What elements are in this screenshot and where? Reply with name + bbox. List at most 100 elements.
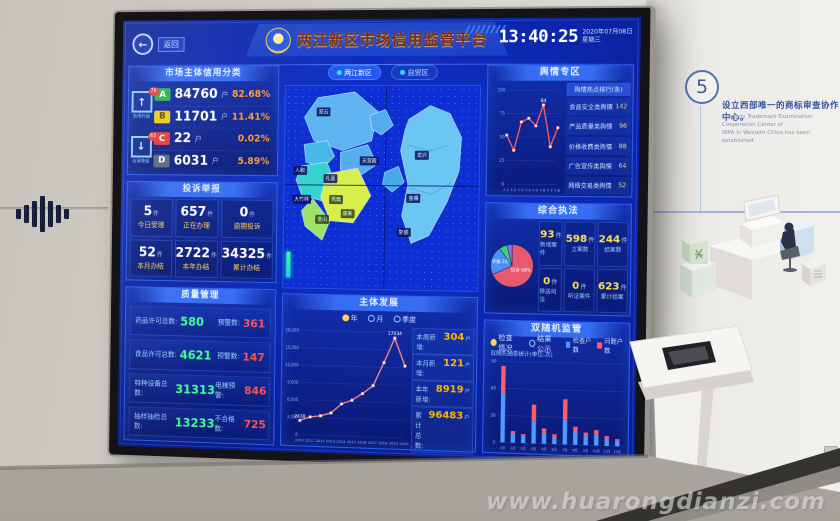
radio-dot-icon [490, 338, 497, 347]
quality-warn-value: 147 [242, 350, 265, 364]
svg-text:50: 50 [499, 134, 505, 139]
stat-label: 正在办理 [183, 221, 210, 231]
stat-value: 52 [138, 245, 156, 261]
stat-unit: 件 [156, 251, 163, 259]
quality-value: 13233 [174, 415, 215, 431]
stat-label: 累计总数: [414, 411, 424, 450]
clock-date: 2020年07月08日 [582, 28, 633, 36]
svg-text:0: 0 [493, 439, 496, 444]
quality-value: 31313 [175, 381, 216, 397]
map-tab-两江新区[interactable]: 两江新区 [327, 64, 381, 81]
svg-text:0: 0 [295, 432, 298, 437]
clock-time: 13:40:25 [498, 26, 579, 48]
svg-text:75: 75 [500, 111, 506, 116]
radio-dot-icon [341, 314, 349, 322]
radio-dot-icon [529, 339, 536, 347]
milestone-en-line1: The only Trademark Examination Cooperati… [722, 114, 813, 128]
sentiment-list-item: 广告宣传类舆情 64 [565, 156, 630, 175]
stat-value: 8919 [435, 383, 464, 396]
quality-row: 药品许可总数: 580 预警数: 361 [129, 305, 272, 339]
random-bar-chart: 0 30 60 90 1月 2月 3月 4月 5月 6月 7月 8月 9月 10月 11月 12月 [485, 357, 627, 459]
stat-unit: 户 [464, 362, 471, 369]
back-button[interactable]: ← 返回 [132, 33, 185, 55]
svg-text:7-2: 7-2 [510, 188, 516, 192]
quality-label: 药品许可总数: [135, 316, 178, 326]
svg-text:7月: 7月 [562, 448, 567, 452]
quality-label: 特种设备总数: [134, 378, 168, 397]
svg-text:7-4: 7-4 [525, 188, 532, 192]
radio-dot-icon [367, 314, 375, 323]
svg-text:2010: 2010 [295, 438, 304, 442]
map-shapes [283, 86, 480, 264]
map-tab-自贸区[interactable]: 自贸区 [390, 64, 438, 80]
svg-text:7-6: 7-6 [539, 188, 546, 192]
svg-text:8月: 8月 [572, 448, 577, 452]
stat-cell: 0 件移送司法 [538, 267, 563, 312]
upgrade-badge: 76 [148, 87, 159, 97]
svg-text:30: 30 [490, 412, 496, 417]
district-label: 复盛 [396, 227, 411, 238]
soundwave-icon [16, 194, 69, 234]
stat-label: 听证案件 [567, 293, 591, 301]
svg-text:2020: 2020 [399, 442, 408, 446]
random_check-svg: 0 30 60 90 1月 2月 3月 4月 5月 6月 7月 8月 9月 10月 11月 12月 [490, 358, 627, 454]
development-stat: 本年新增: 8919 户 [411, 380, 474, 409]
stat-unit: 件 [620, 284, 627, 292]
svg-text:90: 90 [491, 358, 497, 363]
page-title: 两江新区市场信用监管平台 [297, 30, 488, 50]
option-月[interactable]: 月 [367, 313, 383, 323]
stat-value: 93 [540, 229, 555, 241]
svg-text:3月: 3月 [520, 447, 525, 451]
option-季度[interactable]: 季度 [393, 314, 416, 325]
sentiment-list-item: 价格收费类舆情 88 [565, 137, 630, 156]
item-name: 食品安全类舆情 [569, 104, 613, 112]
stat-cell: 93 件新增案件 [538, 221, 563, 266]
stat-cell: 34325 件累计办结 [220, 240, 274, 280]
svg-text:4月: 4月 [531, 447, 536, 451]
stat-unit: 件 [207, 211, 214, 219]
quality-row: 特种设备总数: 31313 电梯预警: 846 [128, 372, 271, 407]
stat-label: 本月办结 [137, 261, 164, 271]
dashboard-header: ← 返回 两江新区市场信用监管平台 13:40:25 2020年07月08日 星… [123, 17, 641, 66]
stat-label: 本年办结 [182, 262, 210, 271]
stat-unit: 户 [465, 336, 471, 343]
district-label: 龙兴 [414, 150, 430, 160]
svg-text:举报 22%: 举报 22% [492, 258, 512, 266]
right-column: 舆情专区 0 25 50 75 100 7-1 7-2 7-3 7-4 7-5 7-6 7-7 7-8 8… [481, 64, 635, 459]
stat-label: 本周新增: [416, 333, 436, 352]
quality-rows: 药品许可总数: 580 预警数: 361 食品许可总数: 4621 预警数: 147 特种设备总… [126, 304, 273, 443]
timeline-connector [700, 106, 701, 211]
svg-text:84: 84 [541, 98, 547, 104]
svg-text:60: 60 [491, 385, 497, 390]
district-map: 翠云 天宫殿 人和 礼嘉 大竹林 鸳鸯 金山 康美 龙兴 鱼嘴 复盛 [282, 84, 482, 293]
case_pie-svg: 投诉 68%举报 22% [487, 220, 537, 311]
svg-text:9,000: 9,000 [287, 379, 299, 384]
credit-row: D 6031 户 5.89% [153, 150, 274, 172]
district-label: 人和 [293, 166, 307, 176]
stat-value: 5 [143, 204, 153, 220]
svg-text:6月: 6月 [552, 448, 557, 452]
left-column: 市场主体信用分类 76 ↑ 信用升级 63 ↓ [123, 65, 280, 446]
stat-unit: 户 [464, 388, 470, 395]
credit-unit: 户 [194, 135, 202, 143]
stat-label: 本年新增: [415, 385, 431, 404]
credit-row: B 11701 户 11.41% [154, 106, 274, 129]
svg-text:5月: 5月 [541, 447, 546, 451]
option-年[interactable]: 年 [341, 313, 358, 323]
svg-text:2018: 2018 [378, 441, 387, 445]
credit-row: C 22 户 0.02% [153, 128, 274, 151]
stat-value: 657 [180, 205, 207, 221]
svg-text:2月: 2月 [510, 446, 515, 450]
stat-cell: 0 件听证案件 [563, 267, 596, 313]
clock-weekday: 星期三 [582, 36, 601, 45]
credit-unit: 户 [211, 157, 219, 166]
clock: 13:40:25 2020年07月08日 星期三 [498, 26, 633, 48]
development-line-chart: 0 3,000 6,000 9,000 12,000 15,000 18,000 2010 20… [283, 323, 411, 447]
svg-text:11月: 11月 [603, 449, 611, 453]
stat-unit: 件 [153, 210, 159, 218]
quality-row: 抽样抽检总数: 13233 不合格数: 725 [128, 405, 270, 441]
stat-cell: 623 件累计结案 [596, 268, 629, 314]
stat-unit: 件 [580, 283, 587, 291]
tab-dot-icon [399, 69, 405, 75]
